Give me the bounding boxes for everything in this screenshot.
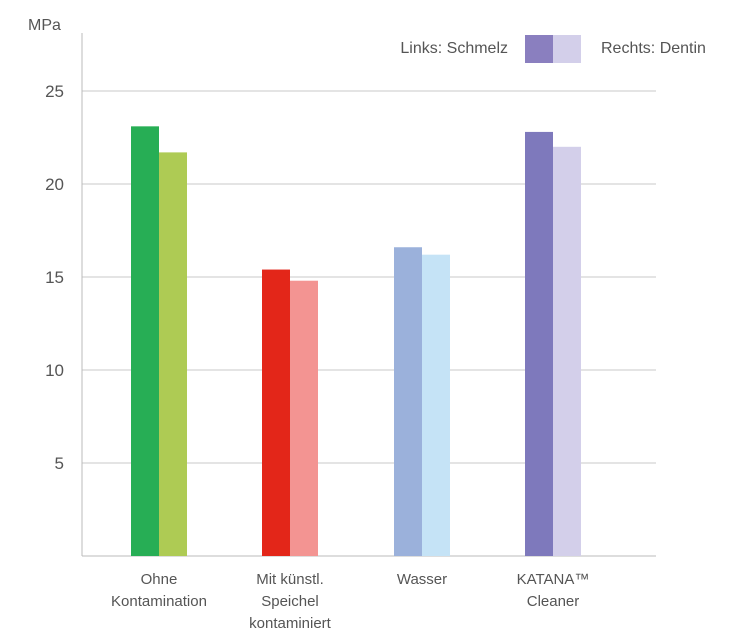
y-tick-label-25: 25 xyxy=(45,82,64,101)
category-label-2-line-0: Wasser xyxy=(397,571,447,588)
bars xyxy=(131,126,581,557)
bar-schmelz-1 xyxy=(262,269,290,556)
bar-dentin-3 xyxy=(553,146,581,557)
y-tick-label-5: 5 xyxy=(55,454,64,473)
bar-dentin-1 xyxy=(290,280,318,556)
category-label-0-line-1: Kontamination xyxy=(111,593,207,610)
category-label-3-line-0: KATANA™ xyxy=(517,571,590,588)
bar-dentin-0 xyxy=(159,152,187,556)
y-tick-label-10: 10 xyxy=(45,361,64,380)
legend-label-schmelz: Links: Schmelz xyxy=(400,40,508,57)
category-labels: Ohne Kontamination Mit künstl. Speichel kont… xyxy=(111,571,589,632)
category-label-0-line-0: Ohne xyxy=(141,571,178,588)
y-axis-unit-label: MPa xyxy=(28,17,61,34)
y-tick-labels: 5 10 15 20 25 xyxy=(45,82,64,473)
y-tick-label-20: 20 xyxy=(45,175,64,194)
y-tick-label-15: 15 xyxy=(45,268,64,287)
category-label-1-line-1: Speichel xyxy=(261,593,319,610)
category-label-1-line-2: kontaminiert xyxy=(249,615,332,632)
legend-swatch-schmelz xyxy=(525,35,553,63)
legend-label-dentin: Rechts: Dentin xyxy=(601,40,706,57)
category-label-3-line-1: Cleaner xyxy=(527,593,580,610)
legend-swatch-dentin xyxy=(553,35,581,63)
bar-schmelz-3 xyxy=(525,131,553,557)
bar-schmelz-0 xyxy=(131,126,159,556)
category-label-1-line-0: Mit künstl. xyxy=(256,571,324,588)
legend: Links: Schmelz Rechts: Dentin xyxy=(400,35,706,63)
bar-schmelz-2 xyxy=(394,247,422,557)
bar-dentin-2 xyxy=(422,254,450,556)
